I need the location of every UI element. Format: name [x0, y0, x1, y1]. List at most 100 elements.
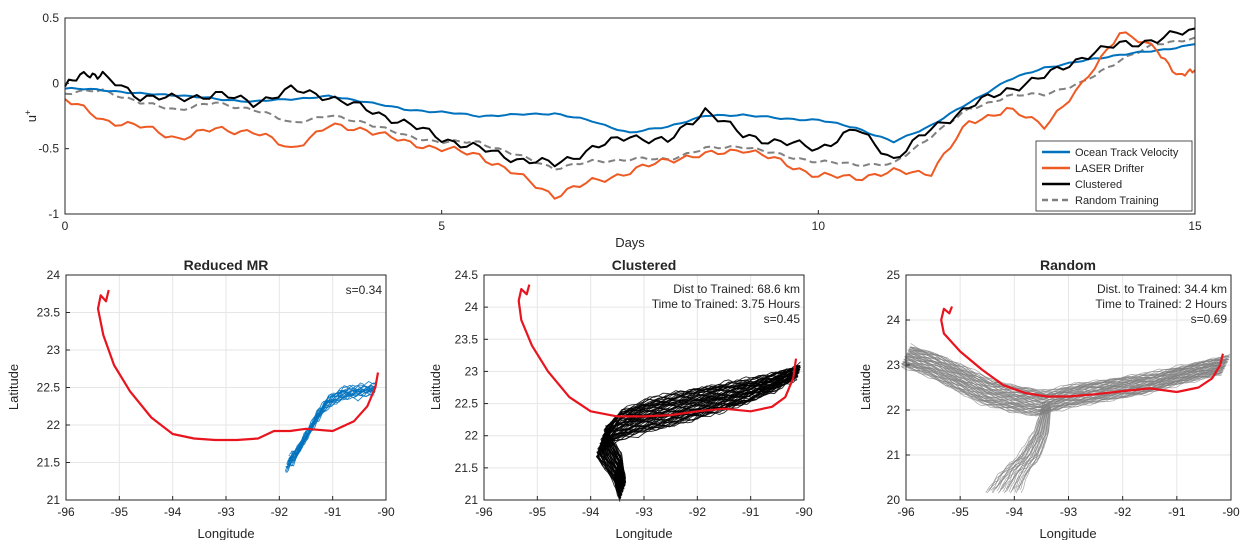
- clustered-ensemble-track-3: [596, 374, 798, 498]
- clustered-ticks: -96 -95 -94 -93 -92 -91 -90 21 21.5 22 22.5 23 23.5 2…: [455, 268, 813, 519]
- velocity-xtick-label-3: 15: [1188, 219, 1202, 233]
- reduced-mr-ensemble-track-16: [288, 384, 377, 460]
- random-ensemble-branch-track-8: [995, 407, 1046, 490]
- reduced-mr-ensemble: [284, 380, 377, 473]
- clustered-xtick-label-0: -96: [475, 505, 493, 519]
- clustered-annotation-s: s=0.45: [764, 312, 801, 326]
- clustered-title: Clustered: [612, 257, 677, 273]
- random-ticks: -96 -95 -94 -93 -92 -91 -90 20 21 22 23 24 25: [887, 268, 1240, 519]
- velocity-xtick-label-2: 10: [812, 219, 826, 233]
- clustered-ytick-label-4: 23: [465, 364, 479, 378]
- reduced-mr-xtick-label-3: -93: [217, 505, 235, 519]
- clustered-line: [64, 27, 1196, 168]
- clustered-xlabel: Longitude: [615, 526, 672, 540]
- clustered-annotation-dist: Dist to Trained: 68.6 km: [673, 282, 800, 296]
- reduced-mr-ensemble-track-17: [289, 380, 377, 455]
- velocity-xlabel: Days: [615, 235, 645, 250]
- random-training-line: [64, 36, 1196, 171]
- random-ensemble-track-54: [909, 349, 1230, 392]
- random-ensemble-branch-track-27: [1018, 406, 1051, 489]
- reduced-mr-ytick-label-4: 23: [47, 343, 61, 357]
- clustered-ylabel: Latitude: [428, 364, 443, 410]
- velocity-axes-box: [64, 17, 1196, 215]
- velocity-plot-area: [65, 18, 1195, 214]
- reduced-mr-axes-box: [65, 274, 387, 501]
- clustered-ensemble: [595, 361, 801, 502]
- velocity-ytick-label-3: 0.5: [42, 11, 59, 25]
- random-ytick-label-5: 25: [887, 268, 901, 282]
- random-ytick-label-2: 22: [887, 403, 901, 417]
- reduced-mr-red-drifter-line: [96, 289, 380, 442]
- random-ensemble-track-16: [903, 361, 1224, 409]
- reduced-mr-ytick-label-0: 21: [47, 493, 61, 507]
- random-xtick-label-0: -96: [897, 505, 915, 519]
- random-xtick-label-6: -90: [1222, 505, 1240, 519]
- clustered-ensemble-track-14: [598, 370, 799, 494]
- clustered-ensemble-track-31: [600, 369, 799, 489]
- reduced-mr-ytick-label-6: 24: [47, 268, 61, 282]
- random-xtick-label-1: -95: [951, 505, 969, 519]
- random-panel: -96 -95 -94 -93 -92 -91 -90 20 21 22 23 24 25 Random…: [858, 257, 1240, 540]
- random-ylabel: Latitude: [858, 364, 873, 410]
- reduced-mr-panel: -96 -95 -94 -93 -92 -91 -90 21 21.5 22 22.5 23 23.5 2…: [6, 257, 395, 540]
- random-title: Random: [1040, 257, 1096, 273]
- reduced-mr-ytick-label-2: 22: [47, 418, 61, 432]
- reduced-mr-ytick-label-1: 21.5: [37, 456, 61, 470]
- reduced-mr-xtick-label-1: -95: [111, 505, 129, 519]
- reduced-mr-xtick-label-0: -96: [57, 505, 75, 519]
- legend-label-laser-drifter: LASER Drifter: [1075, 163, 1144, 175]
- random-annotation-dist: Dist. to Trained: 34.4 km: [1097, 282, 1227, 296]
- legend-label-random-training: Random Training: [1075, 195, 1159, 207]
- clustered-ytick-label-7: 24.5: [455, 268, 479, 282]
- reduced-mr-title: Reduced MR: [184, 257, 269, 273]
- velocity-series-group: [64, 27, 1196, 200]
- velocity-ytick-label-0: -1: [48, 207, 59, 221]
- reduced-mr-xtick-label-6: -90: [377, 505, 395, 519]
- clustered-ensemble-track-33: [601, 367, 800, 488]
- velocity-xtick-label-1: 5: [438, 219, 445, 233]
- random-ytick-label-3: 23: [887, 358, 901, 372]
- random-ytick-label-0: 20: [887, 493, 901, 507]
- reduced-mr-xtick-label-5: -91: [324, 505, 342, 519]
- random-annotation-s: s=0.69: [1191, 312, 1228, 326]
- clustered-annotation-time: Time to Trained: 3.75 Hours: [652, 297, 800, 311]
- random-ytick-label-1: 21: [887, 448, 901, 462]
- clustered-red-drifter-line: [517, 284, 798, 418]
- random-xtick-label-2: -94: [1006, 505, 1024, 519]
- random-ensemble-branch-track-25: [1015, 401, 1051, 494]
- clustered-panel: -96 -95 -94 -93 -92 -91 -90 21 21.5 22 22.5 23 23.5 2…: [428, 257, 813, 540]
- reduced-mr-ytick-label-3: 22.5: [37, 381, 61, 395]
- clustered-ensemble-track-47: [603, 365, 801, 483]
- clustered-ytick-label-2: 22: [465, 429, 479, 443]
- clustered-ytick-label-3: 22.5: [455, 397, 479, 411]
- clustered-xtick-label-1: -95: [529, 505, 547, 519]
- reduced-mr-ticks: -96 -95 -94 -93 -92 -91 -90 21 21.5 22 22.5 23 23.5 2…: [37, 268, 395, 519]
- ocean-track-velocity-line: [64, 43, 1196, 144]
- clustered-ensemble-track-44: [603, 366, 800, 485]
- random-xtick-label-3: -93: [1060, 505, 1078, 519]
- clustered-xtick-label-6: -90: [795, 505, 813, 519]
- legend-label-clustered: Clustered: [1075, 179, 1122, 191]
- random-ensemble-branch-track-29: [1020, 406, 1052, 493]
- velocity-panel: 0 5 10 15 -1 -0.5 0 0.5 Days u+ Ocean Track Vel…: [23, 11, 1202, 250]
- reduced-mr-xtick-label-4: -92: [271, 505, 289, 519]
- clustered-ensemble-track-58: [605, 361, 801, 479]
- clustered-drifter-track: [517, 284, 798, 418]
- reduced-mr-xlabel: Longitude: [197, 526, 254, 540]
- random-ensemble-track-59: [910, 346, 1231, 391]
- clustered-xtick-label-2: -94: [582, 505, 600, 519]
- clustered-ytick-label-5: 23.5: [455, 332, 479, 346]
- reduced-mr-ensemble-track-0: [284, 390, 375, 472]
- legend-label-ocean-track-velocity: Ocean Track Velocity: [1075, 147, 1179, 159]
- random-ensemble-track-58: [910, 343, 1230, 393]
- velocity-xtick-label-0: 0: [62, 219, 69, 233]
- laser-drifter-line: [64, 31, 1196, 200]
- reduced-mr-annotation-s: s=0.34: [346, 283, 383, 297]
- clustered-grid: [483, 274, 805, 501]
- reduced-mr-drifter-track: [96, 289, 380, 442]
- reduced-mr-ytick-label-5: 23.5: [37, 306, 61, 320]
- clustered-ensemble-track-52: [604, 365, 801, 483]
- random-ensemble-track-55: [910, 346, 1230, 396]
- clustered-ytick-label-1: 21.5: [455, 461, 479, 475]
